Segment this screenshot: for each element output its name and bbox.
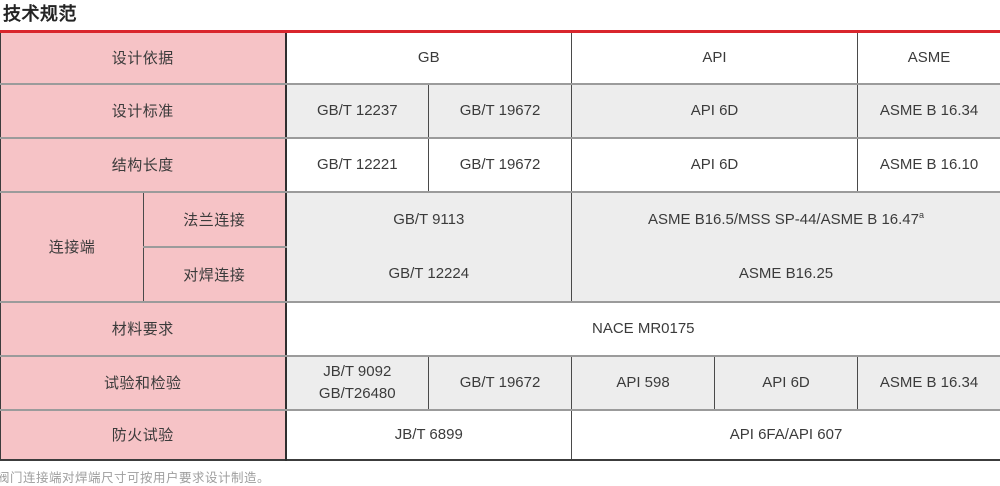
cell-design-basis-api: API — [572, 32, 858, 84]
cell-structure-length-4: ASME B 16.10 — [858, 138, 1000, 192]
row-header-butt-weld: 对焊连接 — [144, 247, 286, 302]
cell-test-2: GB/T 19672 — [429, 356, 572, 410]
cell-design-standard-4: ASME B 16.34 — [858, 84, 1000, 138]
row-test-inspection: 试验和检验 JB/T 9092 GB/T26480 GB/T 19672 API… — [1, 356, 1000, 410]
row-header-design-basis: 设计依据 — [1, 32, 286, 84]
row-design-standard: 设计标准 GB/T 12237 GB/T 19672 API 6D ASME B… — [1, 84, 1000, 138]
cell-design-standard-2: GB/T 19672 — [429, 84, 572, 138]
row-fire-test: 防火试验 JB/T 6899 API 6FA/API 607 — [1, 410, 1000, 460]
cell-fire-test-api-asme: API 6FA/API 607 — [572, 410, 1000, 460]
row-connection-flange: 连接端 法兰连接 GB/T 9113 ASME B16.5/MSS SP-44/… — [1, 192, 1000, 247]
row-header-design-standard: 设计标准 — [1, 84, 286, 138]
cell-design-basis-gb: GB — [286, 32, 572, 84]
spec-table: 设计依据 GB API ASME 设计标准 GB/T 12237 GB/T 19… — [0, 30, 1000, 461]
row-header-material: 材料要求 — [1, 302, 286, 356]
row-design-basis: 设计依据 GB API ASME — [1, 32, 1000, 84]
cell-flange-gb: GB/T 9113 — [286, 192, 572, 247]
row-connection-butt-weld: 对焊连接 GB/T 12224 ASME B16.25 — [1, 247, 1000, 302]
cell-flange-api-asme: ASME B16.5/MSS SP-44/ASME B 16.47a — [572, 192, 1000, 247]
cell-structure-length-1: GB/T 12221 — [286, 138, 429, 192]
row-structure-length: 结构长度 GB/T 12221 GB/T 19672 API 6D ASME B… — [1, 138, 1000, 192]
footnote: 阀门连接端对焊端尺寸可按用户要求设计制造。 — [0, 467, 1000, 486]
cell-fire-test-gb: JB/T 6899 — [286, 410, 572, 460]
row-header-flange: 法兰连接 — [144, 192, 286, 247]
cell-design-basis-asme: ASME — [858, 32, 1000, 84]
cell-structure-length-2: GB/T 19672 — [429, 138, 572, 192]
cell-butt-weld-api-asme: ASME B16.25 — [572, 247, 1000, 302]
row-header-fire-test: 防火试验 — [1, 410, 286, 460]
cell-test-5: ASME B 16.34 — [858, 356, 1000, 410]
row-material: 材料要求 NACE MR0175 — [1, 302, 1000, 356]
footnote-marker: a — [919, 210, 924, 220]
row-header-connection: 连接端 — [1, 192, 144, 302]
cell-butt-weld-gb: GB/T 12224 — [286, 247, 572, 302]
page-title: 技术规范 — [0, 0, 1000, 30]
cell-test-1: JB/T 9092 GB/T26480 — [286, 356, 429, 410]
row-header-test-inspection: 试验和检验 — [1, 356, 286, 410]
cell-test-3: API 598 — [572, 356, 715, 410]
cell-design-standard-1: GB/T 12237 — [286, 84, 429, 138]
cell-test-4: API 6D — [715, 356, 858, 410]
row-header-structure-length: 结构长度 — [1, 138, 286, 192]
cell-structure-length-3: API 6D — [572, 138, 858, 192]
cell-design-standard-3: API 6D — [572, 84, 858, 138]
cell-material-value: NACE MR0175 — [286, 302, 1000, 356]
flange-api-asme-text: ASME B16.5/MSS SP-44/ASME B 16.47 — [648, 211, 919, 228]
